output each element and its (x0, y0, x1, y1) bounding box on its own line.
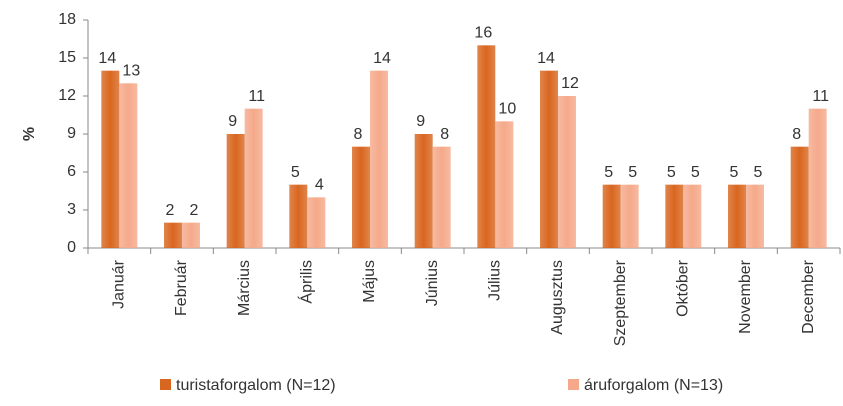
bar (540, 70, 558, 249)
y-tick-label: 9 (67, 125, 76, 142)
x-tick-label: Július (487, 260, 504, 301)
x-tick-label: Január (111, 259, 128, 309)
bar (665, 184, 684, 248)
data-label: 11 (248, 88, 265, 105)
x-tick-label: December (800, 259, 817, 333)
data-label: 14 (98, 50, 116, 67)
data-label: 5 (628, 164, 637, 181)
data-label: 5 (291, 164, 300, 181)
x-tick-label: Október (675, 259, 692, 317)
data-label: 2 (190, 202, 199, 219)
x-tick-label: Március (236, 260, 253, 316)
bar (119, 83, 138, 248)
bar (226, 134, 245, 248)
bar (414, 134, 433, 248)
y-tick-label: 6 (67, 163, 76, 180)
x-tick-label: Június (424, 260, 441, 306)
bar (289, 184, 308, 248)
data-label: 16 (474, 25, 492, 42)
legend-label: áruforgalom (N=13) (584, 377, 723, 394)
bar (808, 108, 827, 249)
bar (746, 184, 764, 248)
bar (352, 146, 370, 248)
bar (477, 45, 496, 249)
data-label: 5 (730, 164, 739, 181)
data-label: 13 (122, 63, 140, 80)
bar (164, 222, 182, 248)
bar (602, 184, 621, 248)
bar (558, 96, 576, 248)
data-label: 5 (754, 164, 763, 181)
data-label: 12 (561, 75, 579, 92)
data-label: 8 (354, 126, 363, 143)
x-tick-label: Április (297, 260, 316, 304)
bar (370, 70, 388, 249)
bar (683, 184, 702, 248)
y-tick-label: 15 (58, 49, 76, 66)
legend-swatch (568, 379, 579, 390)
data-label: 2 (166, 202, 175, 219)
bar (495, 121, 514, 248)
data-label: 8 (792, 126, 801, 143)
x-tick-label: Augusztus (549, 260, 566, 335)
bar (101, 70, 120, 249)
data-label: 5 (691, 164, 700, 181)
legend-label: turistaforgalom (N=12) (176, 377, 336, 394)
y-tick-label: 18 (58, 11, 76, 28)
y-tick-label: 0 (67, 239, 76, 256)
bar (432, 146, 451, 248)
data-label: 14 (537, 50, 555, 67)
legend-swatch (160, 379, 171, 390)
data-label: 14 (373, 50, 391, 67)
data-label: 11 (812, 88, 829, 105)
y-tick-label: 12 (58, 87, 76, 104)
data-label: 8 (440, 126, 449, 143)
data-label: 4 (315, 177, 324, 194)
x-tick-label: Május (361, 260, 378, 303)
y-axis-label: % (21, 127, 38, 141)
x-tick-label: November (737, 259, 754, 333)
y-tick-label: 3 (67, 201, 76, 218)
data-label: 5 (604, 164, 613, 181)
bar (790, 146, 809, 248)
x-tick-label: Február (173, 259, 190, 316)
bar (244, 108, 263, 249)
bar (182, 222, 200, 248)
data-label: 5 (667, 164, 676, 181)
bar (307, 197, 326, 248)
data-label: 10 (498, 101, 516, 118)
data-label: 9 (416, 113, 425, 130)
bar (728, 184, 746, 248)
x-tick-label: Szeptember (612, 259, 629, 346)
data-label: 9 (228, 113, 237, 130)
bar (620, 184, 639, 248)
